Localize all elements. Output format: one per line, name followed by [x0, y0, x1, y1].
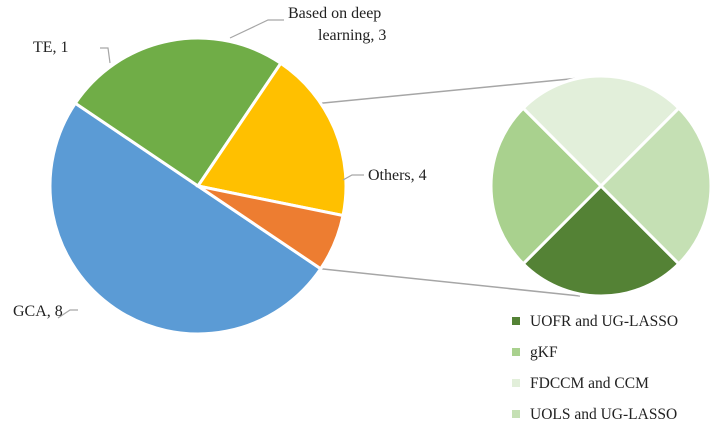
- data-label-others: Others, 4: [368, 167, 427, 184]
- data-label-deep-learning-line2: learning, 3: [318, 27, 386, 44]
- legend-swatch-gkf: [512, 348, 520, 356]
- breakdown-pie: [489, 74, 713, 298]
- legend-swatch-uofr-and-ug-lasso: [512, 317, 520, 325]
- legend-swatch-uols-and-ug-lasso: [512, 410, 520, 418]
- data-label-gca: GCA, 8: [13, 303, 63, 320]
- legend-label-uofr-and-ug-lasso: UOFR and UG-LASSO: [530, 313, 678, 330]
- breakdown-slice-uofr-and-ug-lasso: [521, 183, 681, 298]
- data-label-te: TE, 1: [33, 39, 69, 56]
- leader-line-te: [100, 47, 111, 64]
- legend-swatch-fdccm-and-ccm: [512, 379, 520, 387]
- connector-line-bottom: [320, 268, 581, 297]
- leader-line-deep-learning: [229, 19, 284, 39]
- data-labels: GCA, 8 Others, 4 Based on deep learning, 3 T…: [13, 5, 427, 320]
- legend-label-uols-and-ug-lasso: UOLS and UG-LASSO: [530, 406, 677, 423]
- pie-slice-te: [197, 184, 345, 271]
- breakdown-slice-fdccm-and-ccm: [521, 74, 681, 189]
- pie-slice-others: [73, 36, 283, 189]
- breakout-connector-lines: [320, 77, 581, 297]
- pie-slice-based-on-deep-learning: [195, 61, 348, 218]
- legend: UOFR and UG-LASSO gKF FDCCM and CCM UOLS an…: [512, 313, 678, 423]
- legend-label-gkf: gKF: [530, 344, 558, 361]
- connector-line-top: [320, 77, 581, 104]
- leader-line-gca: [57, 309, 78, 319]
- data-label-deep-learning-line1: Based on deep: [288, 5, 381, 22]
- main-pie: [48, 36, 348, 336]
- legend-label-fdccm-and-ccm: FDCCM and CCM: [530, 375, 649, 392]
- breakdown-slice-gkf: [489, 106, 604, 266]
- breakdown-slice-uols-and-ug-lasso: [598, 106, 713, 266]
- pie-slice-gca: [48, 101, 323, 336]
- leader-line-others: [342, 174, 364, 181]
